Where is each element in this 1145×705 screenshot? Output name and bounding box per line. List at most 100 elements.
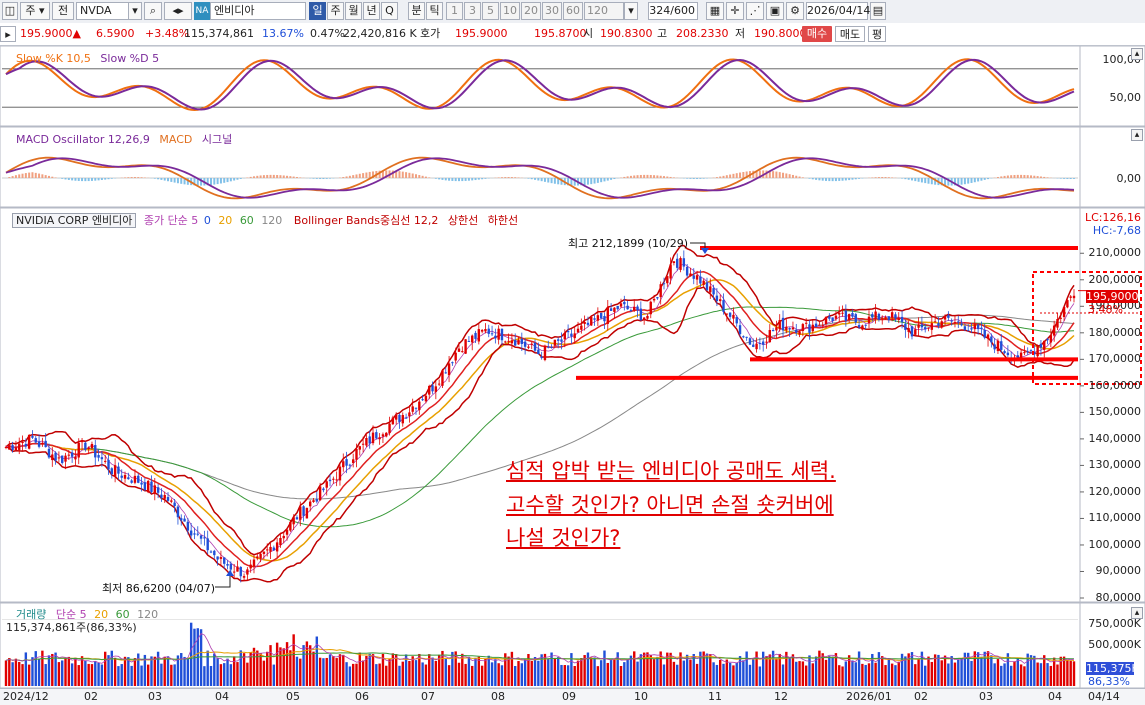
period-minute-tab[interactable]: 분: [408, 2, 425, 20]
macd-histogram-bar: [484, 178, 486, 179]
candle-body: [451, 362, 453, 363]
interval-dropdown-icon[interactable]: ▾: [624, 2, 638, 20]
volume-bar: [888, 659, 890, 686]
mode-button[interactable]: 전: [52, 2, 74, 20]
macd-histogram-bar: [673, 177, 675, 178]
macd-histogram-bar: [1004, 176, 1006, 178]
macd-histogram-bar: [498, 177, 500, 178]
volume-bar: [861, 664, 863, 686]
interval-20[interactable]: 20: [521, 2, 541, 20]
macd-pane-toggle-icon[interactable]: ▴: [1131, 129, 1143, 141]
candle-body: [755, 344, 757, 350]
interval-1[interactable]: 1: [446, 2, 463, 20]
interval-5[interactable]: 5: [482, 2, 499, 20]
macd-histogram-bar: [382, 171, 384, 178]
candle-body: [838, 313, 840, 315]
macd-histogram-bar: [851, 178, 853, 180]
volume-bar: [15, 659, 17, 686]
macd-histogram-bar: [418, 175, 420, 178]
macd-histogram-bar: [15, 175, 17, 178]
volume-bar: [173, 664, 175, 686]
volume-bar: [31, 657, 33, 686]
period-day-tab[interactable]: 일: [309, 2, 326, 20]
candle-body: [299, 507, 301, 520]
macd-histogram-bar: [977, 178, 979, 181]
macd-histogram-bar: [230, 178, 232, 181]
low-annotation: 최저 86,6200 (04/07): [102, 580, 215, 596]
candle-body: [111, 468, 113, 474]
search-icon[interactable]: ⌕: [144, 2, 162, 20]
period-month-tab[interactable]: 월: [345, 2, 362, 20]
prev-next-icon[interactable]: ◂▸: [164, 2, 192, 20]
count-field[interactable]: 324/600: [648, 2, 698, 20]
sell-button[interactable]: 매도: [835, 26, 865, 42]
stoch-pane-toggle-icon[interactable]: ▴: [1131, 48, 1143, 60]
macd-histogram-bar: [355, 174, 357, 178]
eval-button[interactable]: 평: [868, 26, 886, 42]
symbol-dropdown-icon[interactable]: ▾: [128, 2, 142, 20]
calendar-icon[interactable]: ▤: [870, 2, 886, 20]
candle-body: [226, 564, 228, 566]
macd-histogram-bar: [541, 178, 543, 181]
candle-body: [253, 560, 255, 567]
interval-30[interactable]: 30: [542, 2, 562, 20]
candle-body: [907, 328, 909, 332]
volume-pane-toggle-icon[interactable]: ▴: [1131, 607, 1143, 619]
macd-histogram-bar: [736, 173, 738, 178]
volume-bar: [729, 663, 731, 686]
volume-bar: [51, 654, 53, 686]
stock-name-field[interactable]: 엔비디아: [210, 2, 306, 20]
macd-histogram-bar: [974, 178, 976, 182]
volume-bar: [349, 666, 351, 686]
price-series-legend[interactable]: NVIDIA CORP 엔비디아: [12, 213, 136, 228]
window-menu-icon[interactable]: ◫: [2, 2, 18, 20]
grid-icon[interactable]: ▦: [706, 2, 724, 20]
candle-body: [107, 460, 109, 469]
open-value: 190.8300: [600, 26, 653, 42]
open-label: 시: [583, 26, 593, 42]
volume-bar: [693, 654, 695, 686]
macd-tick-0: 0,00: [1117, 172, 1142, 185]
volume-bar: [1073, 661, 1075, 686]
period-year-tab[interactable]: 년: [363, 2, 380, 20]
candle-body: [306, 508, 308, 519]
period-week-tab[interactable]: 주: [327, 2, 344, 20]
period-tick-tab[interactable]: 틱: [426, 2, 443, 20]
volume-bar: [845, 661, 847, 686]
settings-icon[interactable]: ⚙: [786, 2, 804, 20]
save-icon[interactable]: ▣: [766, 2, 784, 20]
overlay-text-line-2: 고수할 것인가? 아니면 손절 숏커버에: [506, 489, 834, 519]
expand-icon[interactable]: ▸: [0, 26, 16, 42]
volume-bar: [38, 659, 40, 686]
candle-body: [94, 445, 96, 457]
macd-histogram-bar: [756, 171, 758, 178]
volume-bar: [527, 654, 529, 686]
crosshair-icon[interactable]: ✛: [726, 2, 744, 20]
macd-histogram-bar: [984, 178, 986, 180]
period-quarter-tab[interactable]: Q: [381, 2, 398, 20]
candle-body: [402, 415, 404, 423]
date-label: 02: [914, 690, 928, 703]
market-select[interactable]: 주 ▾: [20, 2, 50, 20]
candle-body: [1017, 355, 1019, 359]
chart-type-icon[interactable]: ⋰: [746, 2, 764, 20]
volume-bar: [428, 654, 430, 686]
interval-10[interactable]: 10: [500, 2, 520, 20]
candle-body: [1073, 296, 1075, 298]
buy-button[interactable]: 매수: [802, 26, 832, 42]
candle-body: [279, 538, 281, 545]
interval-60[interactable]: 60: [563, 2, 583, 20]
macd-histogram-bar: [349, 176, 351, 178]
date-field[interactable]: 2026/04/14: [806, 2, 868, 20]
interval-3[interactable]: 3: [464, 2, 481, 20]
macd-histogram-bar: [465, 178, 467, 181]
candle-body: [623, 302, 625, 304]
volume-bar: [785, 652, 787, 686]
interval-120[interactable]: 120: [584, 2, 624, 20]
macd-histogram-bar: [8, 177, 10, 178]
volume-bar: [544, 654, 546, 686]
volume-bar: [782, 664, 784, 686]
volume-bar: [633, 651, 635, 686]
volume-bar: [795, 662, 797, 686]
